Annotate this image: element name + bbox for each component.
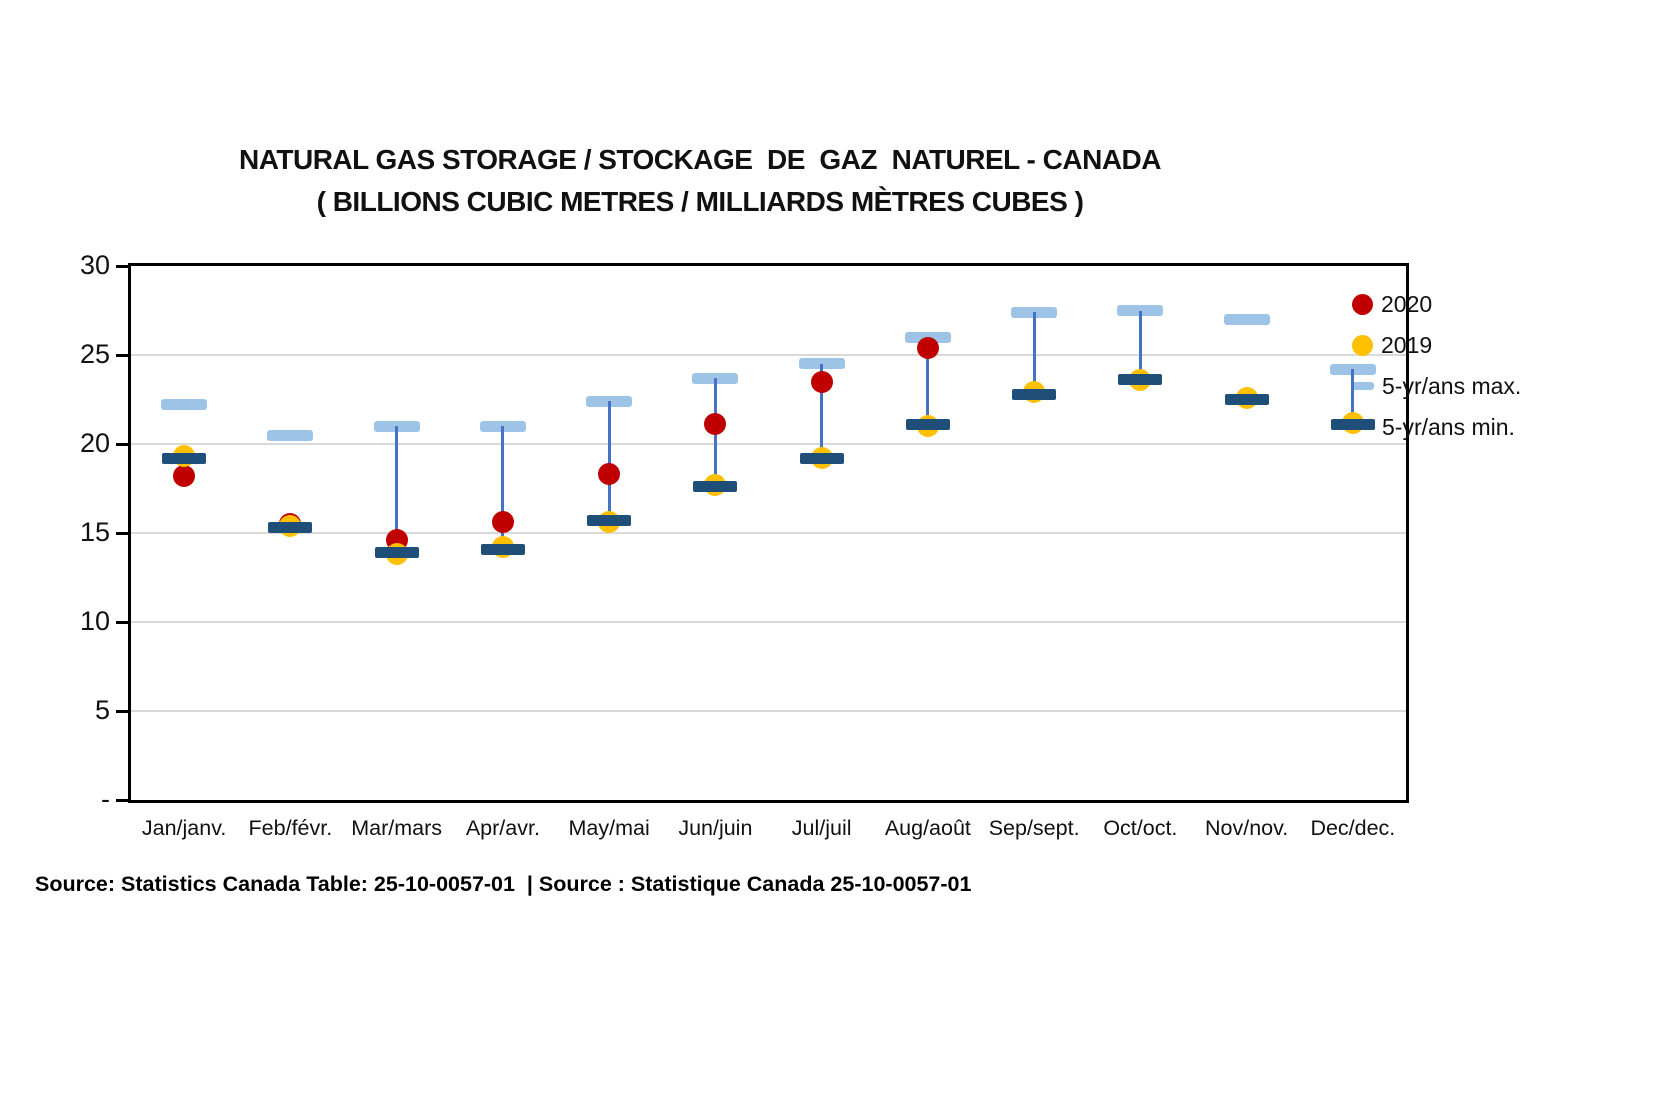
x-axis-label-2: Feb/févr. (248, 816, 333, 840)
dot-2020-Jun/juin (704, 413, 727, 436)
gridline-5 (131, 710, 1406, 712)
max-bar-Jan/janv. (161, 399, 208, 411)
y-axis-label--: - (101, 784, 110, 814)
connector-Apr/avr. (501, 426, 505, 549)
legend-max-dash-icon (1352, 382, 1374, 390)
min-bar-Jul/juil (799, 452, 844, 464)
y-tick-30 (116, 264, 128, 268)
legend-2020-circle-icon (1352, 293, 1373, 315)
min-bar-Jan/janv. (162, 452, 207, 464)
dot-2020-May/mai (598, 463, 621, 486)
legend-2019-label: 2019 (1381, 331, 1433, 358)
min-bar-Jun/juin (693, 481, 738, 493)
y-axis-label-5: 5 (94, 695, 110, 725)
y-axis-label-15: 15 (79, 517, 110, 547)
connector-Mar/mars (395, 426, 399, 553)
connector-Aug/août (926, 337, 930, 425)
gridline-25 (131, 354, 1406, 356)
x-axis-label-1: Jan/janv. (141, 816, 227, 840)
connector-Dec/dec. (1351, 369, 1355, 425)
chart-title-line2: ( BILLIONS CUBIC METRES / MILLIARDS MÈTR… (316, 186, 1084, 217)
y-tick-20 (116, 442, 128, 446)
min-bar-Feb/févr. (268, 522, 313, 534)
y-axis-label-25: 25 (79, 339, 110, 369)
min-bar-Aug/août (905, 418, 950, 430)
x-axis-label-3: Mar/mars (351, 816, 443, 840)
x-axis-label-12: Dec/dec. (1310, 816, 1396, 840)
dot-2020-Aug/août (916, 336, 939, 359)
source-note: Source: Statistics Canada Table: 25-10-0… (35, 872, 972, 896)
y-tick-- (116, 798, 128, 802)
x-axis-label-7: Jul/juil (791, 816, 852, 840)
legend: 2020 2019 5-yr/ans max. 5-yr/ans min. (1352, 290, 1522, 456)
gridline-20 (131, 443, 1406, 445)
y-tick-25 (116, 353, 128, 357)
max-bar-Nov/nov. (1223, 313, 1270, 325)
legend-item-max: 5-yr/ans max. (1352, 372, 1522, 399)
legend-item-2020: 2020 (1352, 290, 1521, 317)
x-axis-label-4: Apr/avr. (465, 816, 540, 840)
y-axis-label-30: 30 (79, 250, 110, 280)
x-axis-label-8: Aug/août (884, 816, 971, 840)
connector-Oct/oct. (1138, 310, 1142, 380)
x-axis-label-9: Sep/sept. (988, 816, 1080, 840)
legend-min-label: 5-yr/ans min. (1382, 413, 1515, 440)
connector-Sep/sept. (1032, 312, 1036, 395)
connector-Jul/juil (820, 363, 824, 459)
y-tick-15 (116, 531, 128, 535)
x-axis-label-6: Jun/juin (678, 816, 753, 840)
y-axis-label-10: 10 (79, 606, 110, 636)
legend-max-label: 5-yr/ans max. (1382, 372, 1522, 399)
plot-area (128, 263, 1409, 803)
y-tick-5 (116, 709, 128, 713)
legend-item-2019: 2019 (1352, 331, 1521, 358)
min-bar-Dec/dec. (1330, 418, 1375, 430)
dot-2020-Jan/janv. (173, 465, 196, 488)
y-tick-10 (116, 620, 128, 624)
min-bar-Oct/oct. (1118, 374, 1163, 386)
gridline-15 (131, 532, 1406, 534)
dot-2020-Jul/juil (810, 370, 833, 393)
x-axis-label-5: May/mai (568, 816, 650, 840)
connector-May/mai (607, 401, 611, 521)
y-axis-label-20: 20 (79, 428, 110, 458)
x-axis-label-10: Oct/oct. (1103, 816, 1178, 840)
dot-2020-Apr/avr. (491, 511, 514, 534)
min-bar-Mar/mars (374, 547, 419, 559)
chart-title-line1: NATURAL GAS STORAGE / STOCKAGE DE GAZ NA… (239, 144, 1161, 175)
legend-item-min: 5-yr/ans min. (1352, 413, 1521, 440)
x-axis-label-11: Nov/nov. (1205, 816, 1289, 840)
min-bar-Nov/nov. (1224, 394, 1269, 405)
legend-2019-circle-icon (1352, 334, 1373, 356)
max-bar-Feb/févr. (267, 429, 314, 441)
min-bar-May/mai (587, 515, 632, 527)
legend-2020-label: 2020 (1381, 290, 1433, 317)
min-bar-Apr/avr. (480, 543, 525, 555)
gridline-10 (131, 621, 1406, 623)
min-bar-Sep/sept. (1012, 388, 1057, 400)
